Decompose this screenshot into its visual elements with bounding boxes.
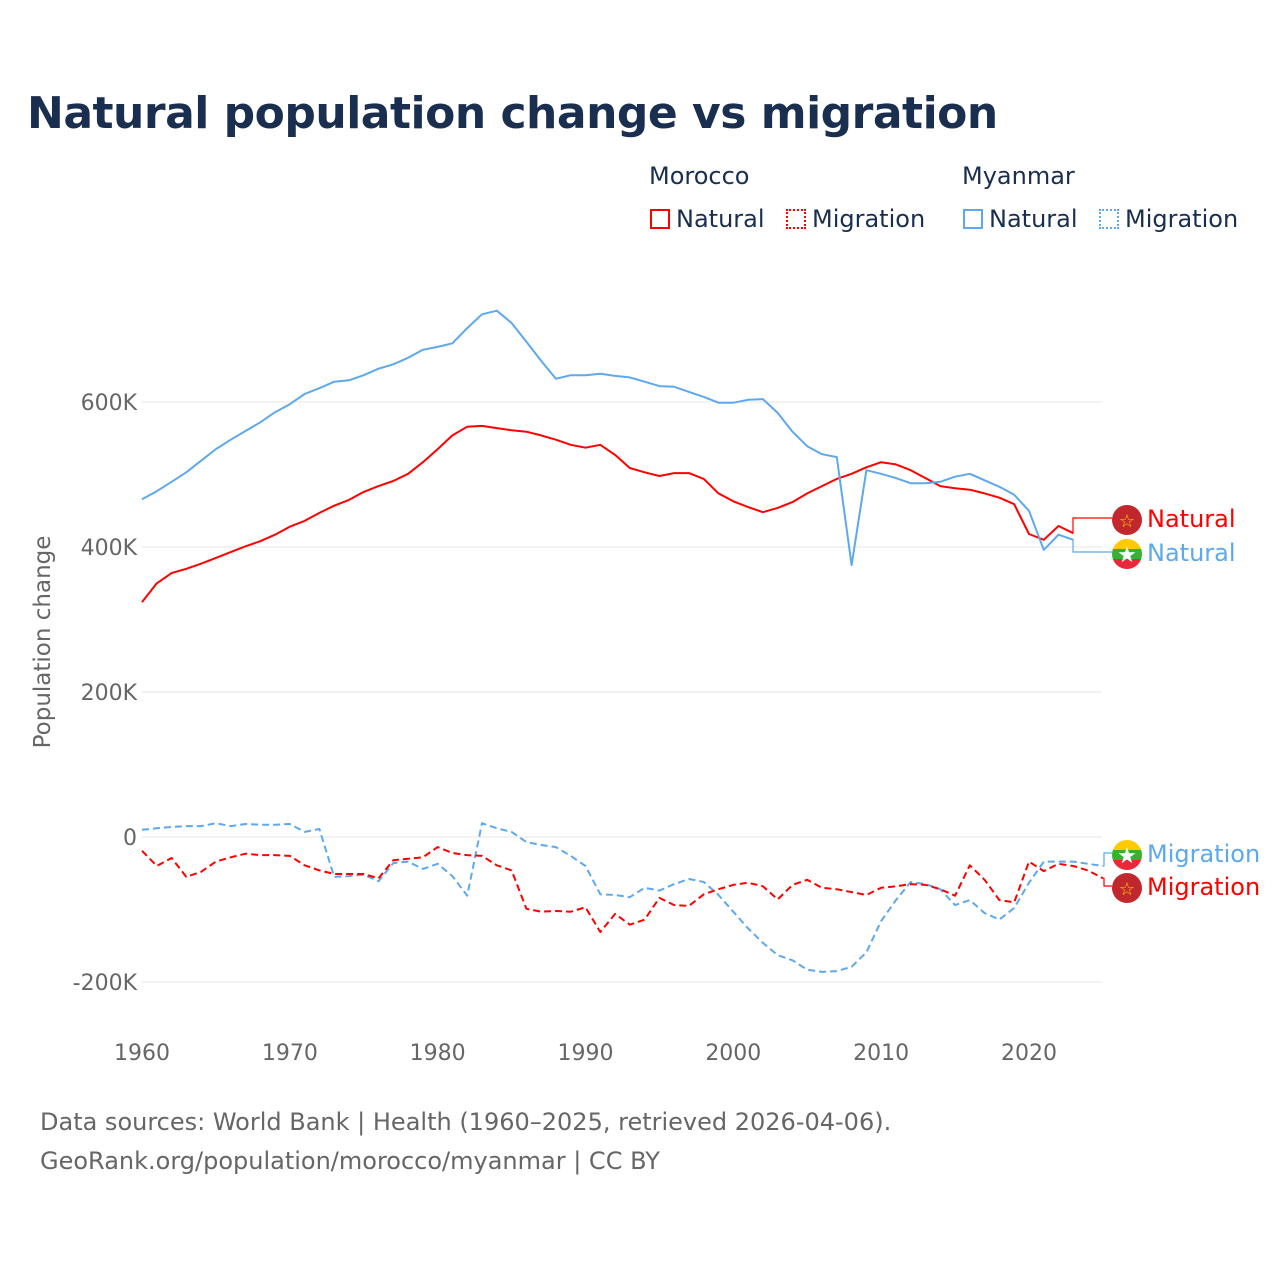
end-label-connector (1102, 877, 1112, 887)
x-tick-label: 2010 (853, 1041, 909, 1066)
chart-title: Natural population change vs migration (27, 88, 998, 139)
myanmar-flag-icon: ★ (1112, 539, 1142, 569)
x-tick-label: 1990 (557, 1041, 613, 1066)
footer-sources: Data sources: World Bank | Health (1960–… (40, 1108, 892, 1136)
end-label: Migration (1147, 873, 1260, 901)
flag-star: ☆ (1119, 879, 1135, 900)
legend-swatch-solid-blue (963, 209, 983, 229)
flag-star: ☆ (1119, 511, 1135, 532)
footer-credit[interactable]: GeoRank.org/population/morocco/myanmar |… (40, 1147, 660, 1175)
flag-star: ★ (1117, 844, 1137, 869)
y-tick-label: -200K (73, 971, 138, 996)
y-tick-label: 400K (81, 536, 138, 561)
flag-stripe-red (1112, 559, 1142, 569)
flag-stripe-yellow (1112, 840, 1142, 850)
flag-stripes (1112, 840, 1142, 870)
morocco-flag-icon: ☆ (1112, 505, 1142, 535)
series-line-morocco-migration (141, 846, 1104, 933)
legend-group-myanmar: Myanmar (962, 162, 1075, 190)
legend-label: Natural (676, 205, 765, 233)
legend-label: Natural (989, 205, 1078, 233)
end-label-connector (1102, 852, 1112, 867)
legend-label: Migration (1125, 205, 1239, 233)
x-tick-label: 2020 (1001, 1041, 1057, 1066)
end-label: Natural (1147, 539, 1236, 567)
flag-stripe-red (1112, 860, 1142, 870)
legend-swatch-dotted-red (786, 209, 806, 229)
legend-group-morocco: Morocco (649, 162, 750, 190)
legend-myanmar-migration[interactable]: Migration (1099, 205, 1238, 233)
flag-star: ★ (1117, 543, 1137, 568)
flag-circle (1112, 873, 1142, 903)
legend-morocco-natural[interactable]: Natural (650, 205, 765, 233)
y-axis-label: Population change (30, 536, 56, 749)
flag-circle (1112, 505, 1142, 535)
y-tick-label: 0 (123, 826, 137, 851)
x-tick-label: 1980 (410, 1041, 466, 1066)
y-tick-label: 600K (81, 391, 138, 416)
legend-morocco-migration[interactable]: Migration (786, 205, 925, 233)
plot-area: 600K 400K 200K 0 -200K 1960 1970 1980 1990 2000 20… (30, 309, 1260, 1066)
legend-swatch-dotted-blue (1099, 209, 1119, 229)
x-tick-label: 1960 (114, 1041, 170, 1066)
series-line-myanmar-migration (141, 822, 1104, 973)
flag-stripe-green (1112, 850, 1142, 860)
flag-stripe-yellow (1112, 539, 1142, 549)
end-label: Natural (1147, 505, 1236, 533)
series-line-myanmar-natural (141, 309, 1074, 567)
series-line-morocco-natural (141, 424, 1074, 603)
legend-label: Migration (812, 205, 926, 233)
morocco-flag-icon: ☆ (1112, 873, 1142, 903)
x-tick-label: 1970 (262, 1041, 318, 1066)
end-label-connector (1072, 539, 1112, 553)
flag-stripes (1112, 539, 1142, 569)
x-tick-label: 2000 (705, 1041, 761, 1066)
legend-myanmar-natural[interactable]: Natural (963, 205, 1078, 233)
end-label-connector (1072, 517, 1112, 534)
end-label: Migration (1147, 840, 1260, 868)
flag-stripe-green (1112, 549, 1142, 559)
legend-swatch-solid-red (650, 209, 670, 229)
y-tick-label: 200K (81, 681, 138, 706)
myanmar-flag-icon: ★ (1112, 840, 1142, 870)
